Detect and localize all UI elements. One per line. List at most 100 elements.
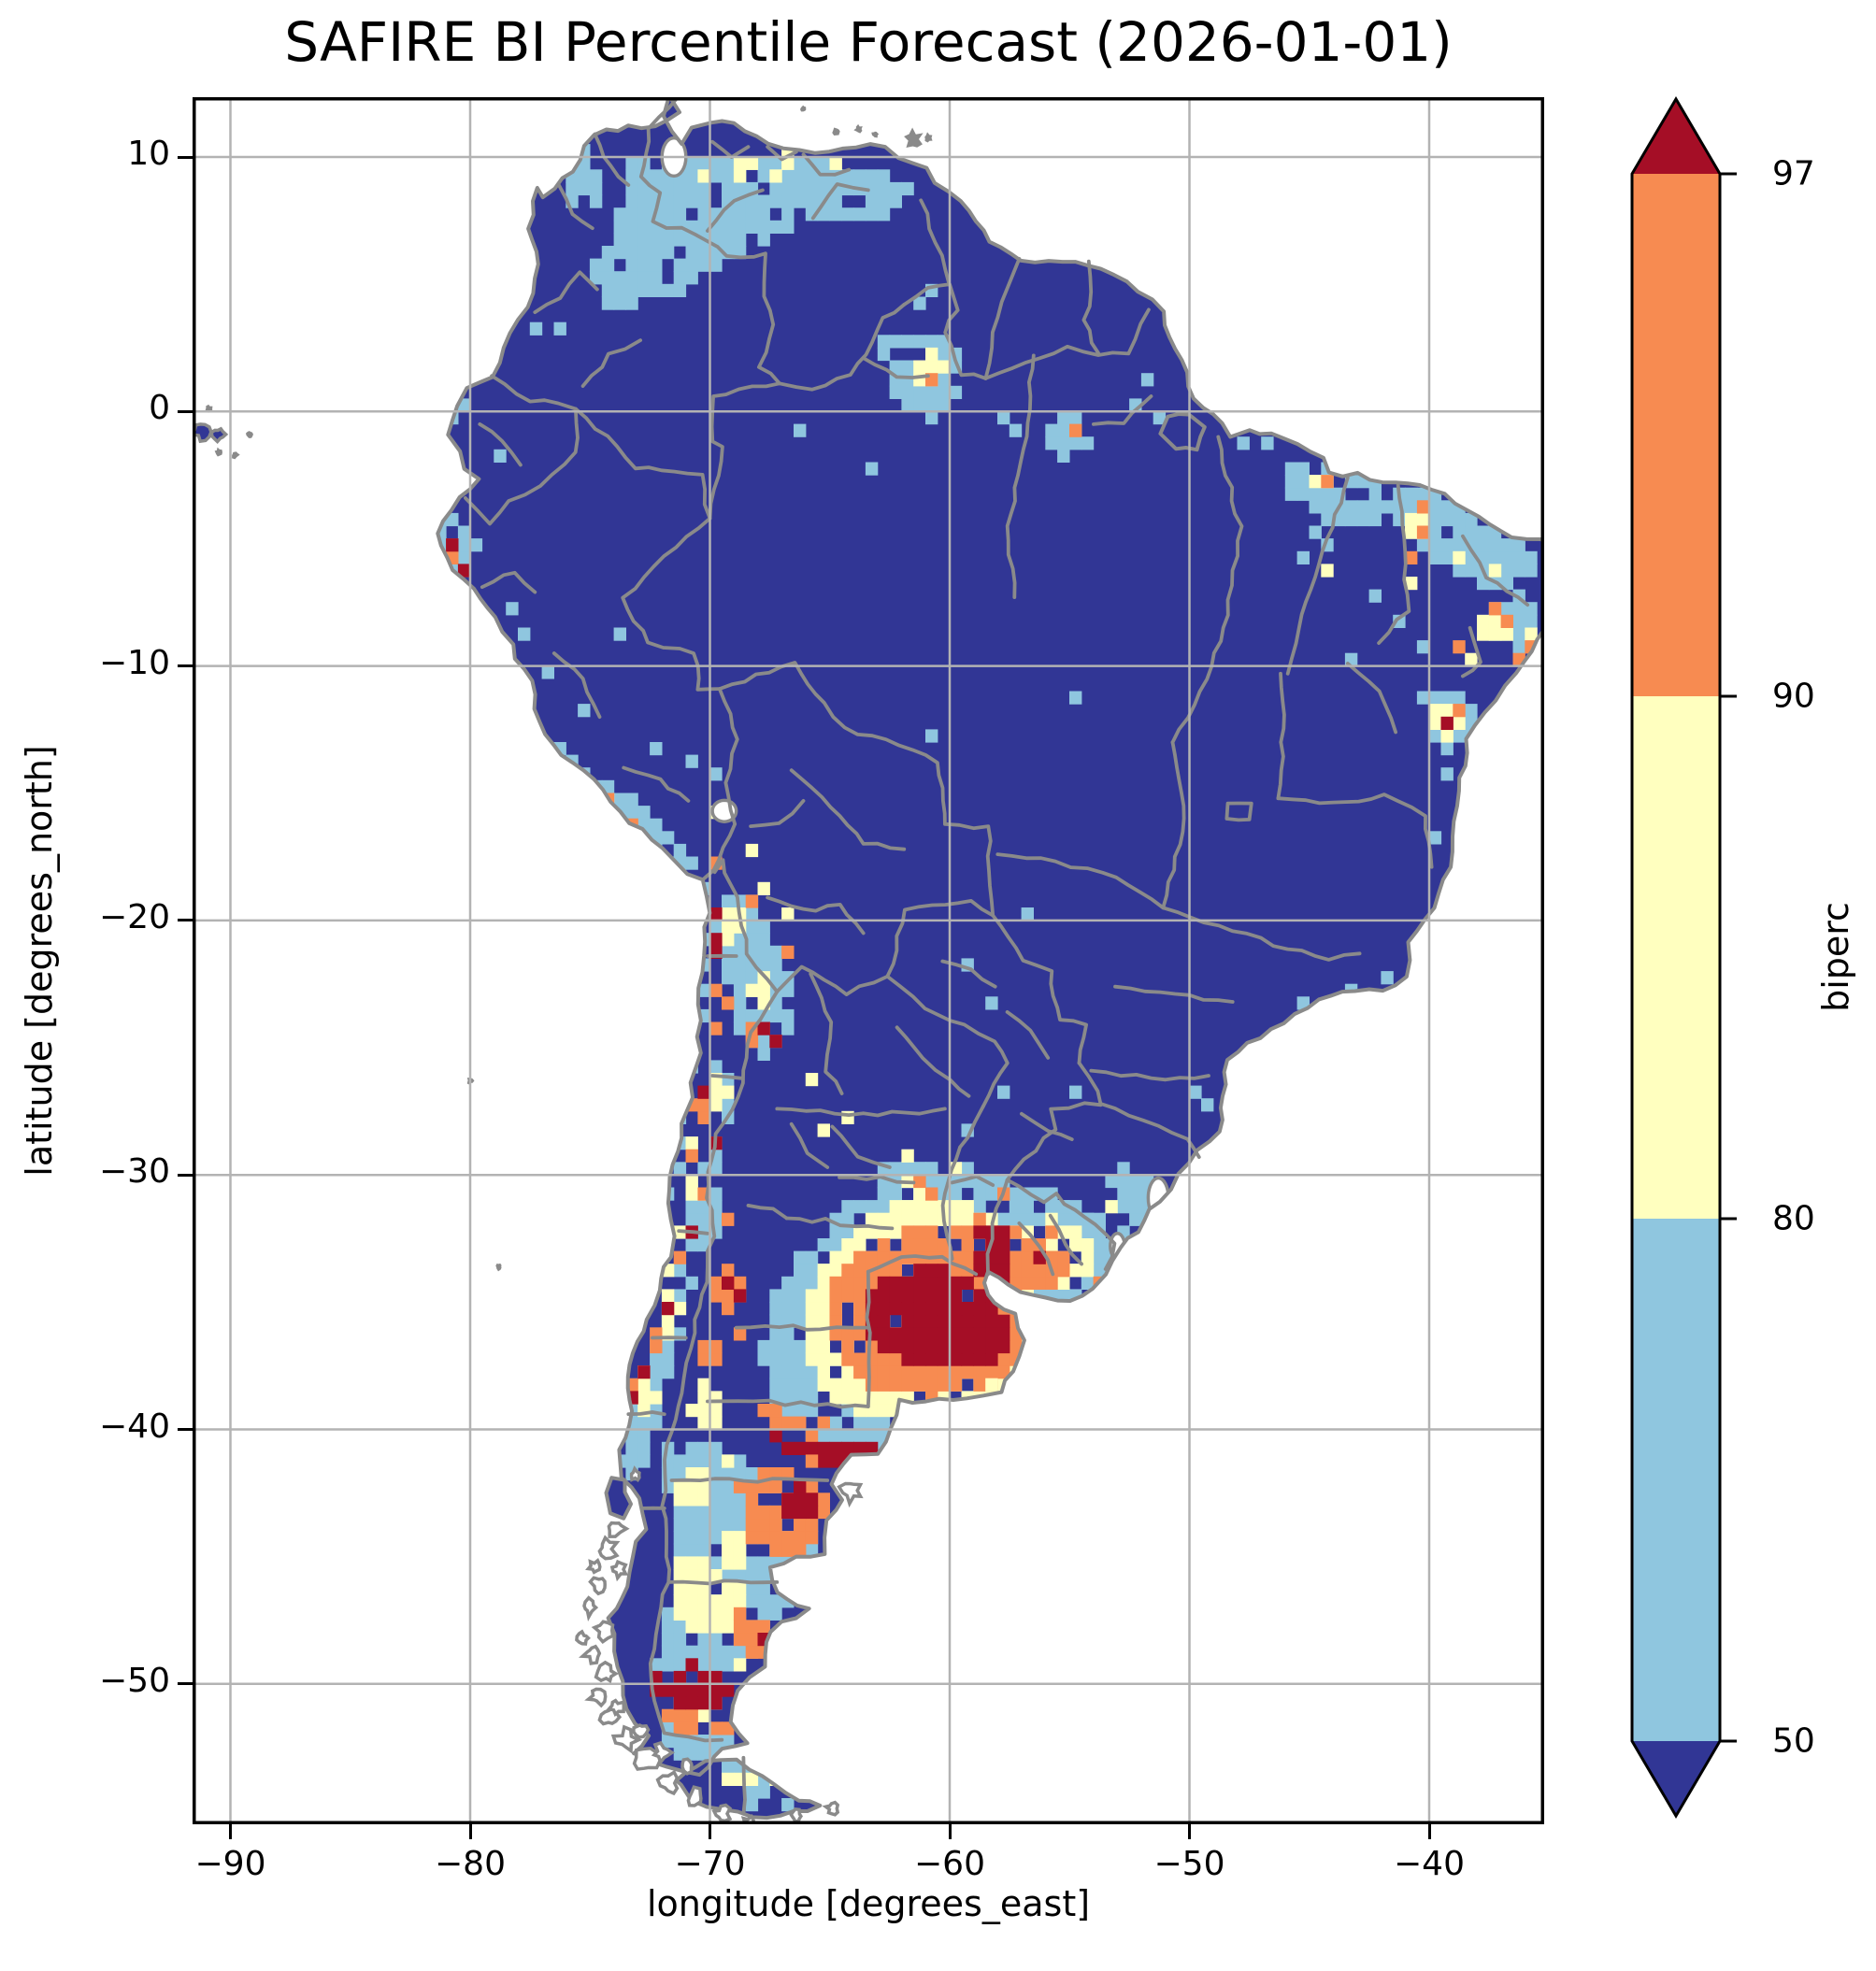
admin-border <box>706 188 765 233</box>
admin-border <box>741 1755 747 1816</box>
y-tick-label: −50 <box>99 1661 170 1700</box>
x-tick-label: −40 <box>1394 1845 1465 1883</box>
y-tick-label: −30 <box>99 1152 170 1192</box>
coastline <box>436 97 1544 1778</box>
x-tick-mark <box>468 1824 472 1839</box>
admin-border <box>648 990 780 1743</box>
y-tick-label: −10 <box>99 643 170 682</box>
fjord-island <box>632 1723 651 1739</box>
admin-border <box>1005 353 1036 599</box>
admin-border <box>865 1269 872 1408</box>
fjord-island <box>597 1535 621 1561</box>
admin-border <box>895 1025 971 1098</box>
admin-border <box>749 799 806 828</box>
admin-border <box>810 182 870 221</box>
colorbar-area <box>1626 93 1767 1832</box>
islet <box>800 105 807 112</box>
islet <box>871 131 880 138</box>
colorbar-segment <box>1632 174 1720 697</box>
fjord-island <box>655 1769 680 1796</box>
x-tick-mark <box>1188 1824 1191 1839</box>
admin-border <box>940 1104 985 1261</box>
fjord-island <box>610 1724 643 1754</box>
fjord-island <box>582 1595 599 1621</box>
y-tick-label: 0 <box>149 389 170 428</box>
colorbar-tick-label: 90 <box>1772 677 1815 716</box>
fjord-island <box>609 1559 629 1582</box>
x-tick-mark <box>229 1824 232 1839</box>
admin-border <box>746 1204 789 1221</box>
admin-border <box>580 338 642 388</box>
admin-border <box>1005 1061 1103 1182</box>
colorbar-extend-over <box>1632 99 1720 174</box>
admin-border <box>789 768 907 851</box>
fjord-island <box>686 1785 703 1807</box>
admin-border <box>1461 625 1482 678</box>
admin-border <box>940 959 997 989</box>
y-axis-label: latitude [degrees_north] <box>19 745 60 1177</box>
admin-border <box>1285 476 1350 676</box>
admin-border <box>1170 435 1244 745</box>
admin-border <box>1092 394 1153 426</box>
fjord-island <box>579 1644 602 1665</box>
admin-border <box>902 198 952 307</box>
admin-border <box>622 765 691 803</box>
admin-border <box>1048 1213 1083 1266</box>
admin-border <box>1098 1102 1201 1159</box>
fjord-island <box>680 1757 694 1776</box>
colorbar-extend-under <box>1632 1741 1720 1816</box>
y-tick-mark <box>178 1682 193 1686</box>
admin-border <box>1161 740 1186 910</box>
admin-border <box>677 1229 709 1235</box>
fjord-island <box>607 1521 630 1538</box>
admin-border <box>809 972 844 1095</box>
admin-border <box>778 303 907 392</box>
y-tick-label: −20 <box>99 897 170 936</box>
islet <box>214 447 223 457</box>
admin-border <box>985 1178 1010 1277</box>
x-axis-label: longitude [degrees_east] <box>646 1883 1091 1924</box>
islet <box>832 127 840 136</box>
fjord-island <box>588 1576 607 1596</box>
admin-border <box>1005 1178 1117 1271</box>
fjord-island <box>837 1481 864 1508</box>
admin-border <box>667 1578 780 1586</box>
admin-border <box>1377 483 1411 645</box>
admin-border <box>478 422 523 467</box>
colorbar-tick-label: 97 <box>1772 154 1815 193</box>
admin-border <box>593 132 631 187</box>
x-tick-label: −50 <box>1153 1845 1225 1883</box>
admin-border <box>866 1254 979 1277</box>
admin-border <box>557 183 594 231</box>
admin-border <box>574 407 712 521</box>
admin-border <box>734 1323 870 1332</box>
y-tick-mark <box>178 664 193 668</box>
admin-border <box>1113 984 1235 1004</box>
islet <box>232 451 240 460</box>
y-tick-label: 10 <box>127 135 170 173</box>
admin-border <box>885 899 995 978</box>
admin-border <box>838 1175 916 1185</box>
fjord-island <box>594 1660 620 1684</box>
admin-border <box>885 974 1010 1108</box>
admin-border <box>861 356 930 379</box>
colorbar-segment <box>1632 1219 1720 1742</box>
x-tick-label: −70 <box>674 1845 746 1883</box>
y-tick-label: −40 <box>99 1407 170 1446</box>
admin-border <box>995 852 1166 910</box>
x-tick-label: −60 <box>914 1845 985 1883</box>
fjord-island <box>711 1803 733 1823</box>
admin-border <box>801 152 852 177</box>
fjord-island <box>789 1807 803 1824</box>
admin-border <box>766 895 866 936</box>
islet <box>495 1263 502 1272</box>
admin-border <box>551 651 602 719</box>
admin-border <box>621 516 722 692</box>
land-layer <box>437 97 1544 1819</box>
colorbar-tick-label: 80 <box>1772 1199 1815 1238</box>
island <box>209 426 229 445</box>
colorbar <box>1630 96 1737 1819</box>
y-tick-mark <box>178 1428 193 1431</box>
admin-border <box>1276 671 1286 801</box>
admin-border <box>533 270 599 314</box>
